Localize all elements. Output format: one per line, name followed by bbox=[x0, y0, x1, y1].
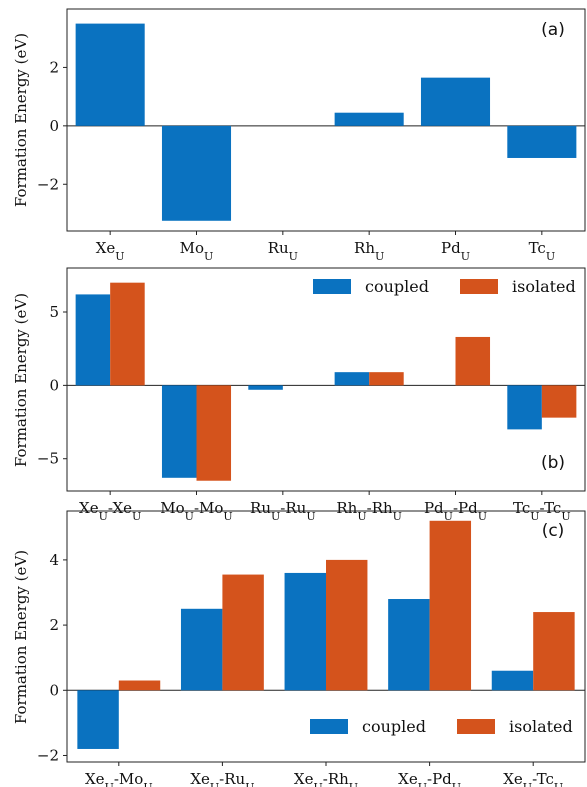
x-tick-label: MoU bbox=[180, 239, 214, 263]
chart-panel-3: −2 0 2 4 Formation Energy (eV) XeU-MoU XeU-RuU… bbox=[12, 510, 586, 787]
bar-coupled bbox=[507, 125, 577, 158]
legend-swatch-isolated bbox=[457, 719, 495, 734]
x-tick-label: RuU-RuU bbox=[250, 499, 316, 523]
y-axis-label: Formation Energy (eV) bbox=[12, 550, 30, 724]
legend-swatch-coupled bbox=[313, 279, 351, 294]
plot-frame bbox=[66, 267, 586, 492]
y-tick-label: 0 bbox=[49, 117, 59, 135]
bar-coupled bbox=[284, 572, 326, 691]
x-tick-label: RhU bbox=[354, 239, 384, 263]
bar-isolated bbox=[455, 336, 491, 386]
bar-isolated bbox=[533, 612, 575, 691]
legend-swatch-coupled bbox=[310, 719, 348, 734]
legend-label-coupled: coupled bbox=[365, 277, 429, 296]
bar-isolated bbox=[222, 574, 264, 691]
y-tick-label: 2 bbox=[49, 58, 59, 76]
y-tick-label: 0 bbox=[49, 376, 59, 394]
y-tick-label: −5 bbox=[37, 450, 59, 468]
bar-coupled bbox=[420, 77, 491, 126]
x-tick-label: MoU-MoU bbox=[160, 499, 232, 523]
y-tick-label: 4 bbox=[49, 551, 59, 569]
x-tick-label: XeU-MoU bbox=[85, 770, 153, 787]
y-axis-label: Formation Energy (eV) bbox=[12, 293, 30, 467]
bar-coupled bbox=[75, 294, 111, 386]
bar-coupled bbox=[507, 385, 542, 430]
y-tick-label: 5 bbox=[49, 303, 59, 321]
plot-frame bbox=[66, 8, 586, 232]
bar-coupled bbox=[75, 23, 145, 126]
y-tick-label: 0 bbox=[49, 681, 59, 699]
x-tick-label: TcU bbox=[529, 239, 556, 263]
bar-isolated bbox=[326, 559, 368, 691]
bar-coupled bbox=[161, 125, 232, 221]
x-tick-label: TcU-TcU bbox=[513, 499, 571, 523]
legend-swatch-isolated bbox=[460, 279, 498, 294]
chart-panel-1: −2 0 2 Formation Energy (eV) XeU MoU RuU RhU PdU… bbox=[12, 8, 586, 263]
chart-panel-2: −5 0 5 Formation Energy (eV) XeU-XeU MoU-MoU R… bbox=[12, 267, 586, 523]
panel-label: (a) bbox=[541, 20, 565, 40]
bar-isolated bbox=[118, 680, 161, 691]
bar-coupled bbox=[161, 385, 197, 478]
bar-coupled bbox=[334, 372, 370, 386]
legend-label-isolated: isolated bbox=[512, 277, 576, 296]
bar-isolated bbox=[369, 372, 404, 386]
legend-label-isolated: isolated bbox=[509, 717, 573, 736]
x-tick-label: RhU-RhU bbox=[336, 499, 402, 523]
bar-isolated bbox=[110, 282, 145, 386]
bar-coupled bbox=[388, 599, 430, 691]
bar-coupled bbox=[77, 690, 119, 749]
bar-coupled bbox=[180, 608, 223, 691]
bar-coupled bbox=[248, 385, 283, 390]
x-tick-label: XeU-PdU bbox=[398, 770, 461, 787]
bar-isolated bbox=[429, 520, 472, 691]
x-tick-label: PdU-PdU bbox=[424, 499, 487, 523]
panel-label: (c) bbox=[542, 521, 565, 541]
y-axis-label: Formation Energy (eV) bbox=[12, 33, 30, 207]
x-tick-label: XeU-XeU bbox=[79, 499, 141, 523]
x-tick-label: XeU-TcU bbox=[503, 770, 563, 787]
y-tick-label: 2 bbox=[49, 616, 59, 634]
y-tick-label: −2 bbox=[37, 746, 59, 764]
legend-label-coupled: coupled bbox=[362, 717, 426, 736]
x-tick-label: PdU bbox=[441, 239, 470, 263]
bar-coupled bbox=[334, 112, 404, 126]
panel-label: (b) bbox=[541, 453, 565, 473]
y-tick-label: −2 bbox=[37, 175, 59, 193]
bar-isolated bbox=[196, 385, 232, 481]
x-tick-label: XeU-RhU bbox=[294, 770, 358, 787]
legend: coupled isolated bbox=[313, 277, 576, 296]
x-tick-label: XeU bbox=[96, 239, 125, 263]
bar-coupled bbox=[491, 670, 534, 691]
legend: coupled isolated bbox=[310, 717, 573, 736]
x-tick-label: RuU bbox=[268, 239, 298, 263]
bar-isolated bbox=[541, 385, 577, 418]
x-tick-label: XeU-RuU bbox=[190, 770, 254, 787]
